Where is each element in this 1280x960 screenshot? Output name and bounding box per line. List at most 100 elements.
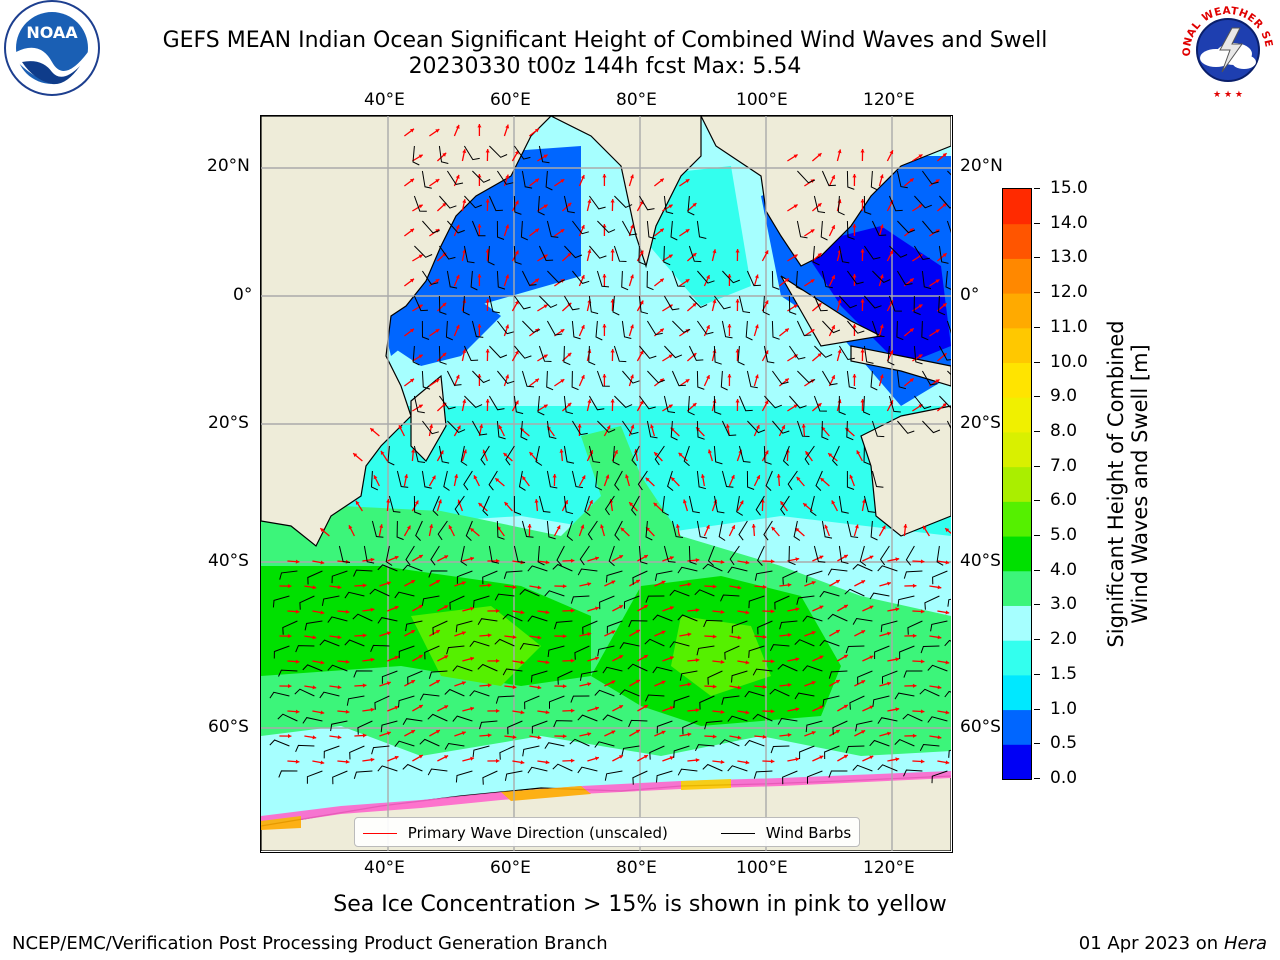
wind-barb <box>647 370 665 384</box>
wave-arrow-head <box>879 174 884 179</box>
wave-arrow-head <box>444 655 449 659</box>
graticule <box>261 116 951 851</box>
wind-barb <box>380 720 398 733</box>
wind-barb <box>513 395 524 415</box>
wave-arrow-head <box>764 400 769 405</box>
colorbar-tick-label: 2.0 <box>1050 629 1078 650</box>
wind-barb <box>520 420 528 441</box>
wave-arrow-head <box>520 610 525 615</box>
wave-arrow-head <box>625 474 630 479</box>
wave-arrow-head <box>610 349 615 353</box>
colorbar-tick-label: 0.0 <box>1050 768 1078 788</box>
wind-barb <box>349 745 365 760</box>
wave-arrow-head <box>537 635 542 640</box>
wind-barb <box>432 620 448 635</box>
wind-barb <box>905 545 915 566</box>
wind-barb <box>463 145 480 161</box>
wave-arrow-head <box>731 525 735 530</box>
wind-barb <box>621 745 640 756</box>
wave-arrow-head <box>817 403 822 407</box>
wind-barb <box>914 195 932 209</box>
wind-barb <box>694 589 715 597</box>
wind-barb <box>813 195 826 214</box>
wind-barb <box>663 545 676 563</box>
wave-arrow-head <box>537 685 542 690</box>
wave-arrow-head <box>295 609 300 614</box>
wind-barb <box>847 320 865 334</box>
wind-barb <box>822 695 840 707</box>
wind-barb <box>696 470 707 490</box>
legend-wind-swatch <box>721 833 755 834</box>
wave-arrow-head <box>784 378 789 383</box>
lat-label-right-40s: 40°S <box>960 551 1001 571</box>
wind-barb <box>513 295 531 310</box>
wind-barb <box>796 595 815 605</box>
wave-arrow-head <box>756 425 760 429</box>
wave-arrow-head <box>295 759 300 764</box>
wave-arrow-head <box>410 328 414 333</box>
wind-barb <box>869 592 890 600</box>
wave-arrow-head <box>455 124 460 129</box>
wind-barb <box>539 295 558 308</box>
wave-arrow-head <box>589 500 593 504</box>
colorbar-tick-label: 4.0 <box>1050 559 1078 580</box>
wave-arrow-head <box>643 555 648 559</box>
colorbar-tick-mark <box>1034 222 1040 224</box>
wave-arrow-head <box>527 524 532 528</box>
wind-barb <box>577 568 598 576</box>
wind-barb <box>621 220 638 236</box>
wind-barb <box>863 345 874 364</box>
wind-barb <box>687 395 695 416</box>
wave-arrow-head <box>455 274 460 279</box>
wave-arrow-head <box>764 300 769 305</box>
wave-arrow-head <box>455 224 460 229</box>
wave-arrow-head <box>495 478 500 482</box>
wind-barb <box>269 739 290 747</box>
wave-arrow-head <box>418 204 423 209</box>
colorbar-swatches <box>1003 189 1031 780</box>
wave-arrow-head <box>706 525 710 529</box>
wind-barb <box>744 690 765 698</box>
wind-barb <box>621 420 639 435</box>
wave-arrow-head <box>712 734 717 739</box>
wind-barb <box>713 345 722 365</box>
wind-barb <box>496 420 506 440</box>
wind-barb <box>438 145 449 164</box>
wave-arrow-head <box>461 631 466 636</box>
wave-arrow-head <box>835 730 840 734</box>
wind-barb <box>419 693 440 701</box>
wave-arrow-head <box>770 659 775 664</box>
lat-label-right-20n: 20°N <box>960 156 1003 176</box>
wind-barb <box>729 545 740 566</box>
lon-label-bottom-80e: 80°E <box>616 858 657 878</box>
wind-barb <box>413 395 425 414</box>
wind-barb <box>537 195 545 216</box>
wave-arrow-head <box>706 375 710 380</box>
wind-barb <box>630 495 640 516</box>
wind-barb <box>863 445 871 466</box>
wind-barb <box>524 695 540 710</box>
wind-barb <box>652 666 673 674</box>
wave-arrow-head <box>869 705 874 710</box>
wind-barb <box>670 420 678 441</box>
wind-barb <box>846 220 855 240</box>
lat-label-left-20n: 20°N <box>207 156 250 176</box>
wind-barb <box>763 345 775 364</box>
wave-arrow-head <box>581 275 585 279</box>
wind-barb <box>813 295 828 312</box>
wind-barb <box>489 345 508 359</box>
wind-barb <box>857 670 873 685</box>
wave-arrow-head <box>477 124 482 128</box>
wave-arrow-head <box>560 229 565 233</box>
wave-arrow-head <box>522 476 526 481</box>
wind-barb <box>295 645 315 653</box>
wave-arrow-head <box>418 555 423 559</box>
colorbar-tick-mark <box>1034 257 1040 259</box>
wave-arrow-head <box>678 452 683 457</box>
wave-arrow-head <box>725 424 730 428</box>
wave-arrow-head <box>386 581 391 586</box>
wave-arrow-head <box>411 680 415 684</box>
wind-barb <box>946 320 952 337</box>
wind-barb <box>849 695 865 710</box>
wind-barb <box>605 570 623 583</box>
